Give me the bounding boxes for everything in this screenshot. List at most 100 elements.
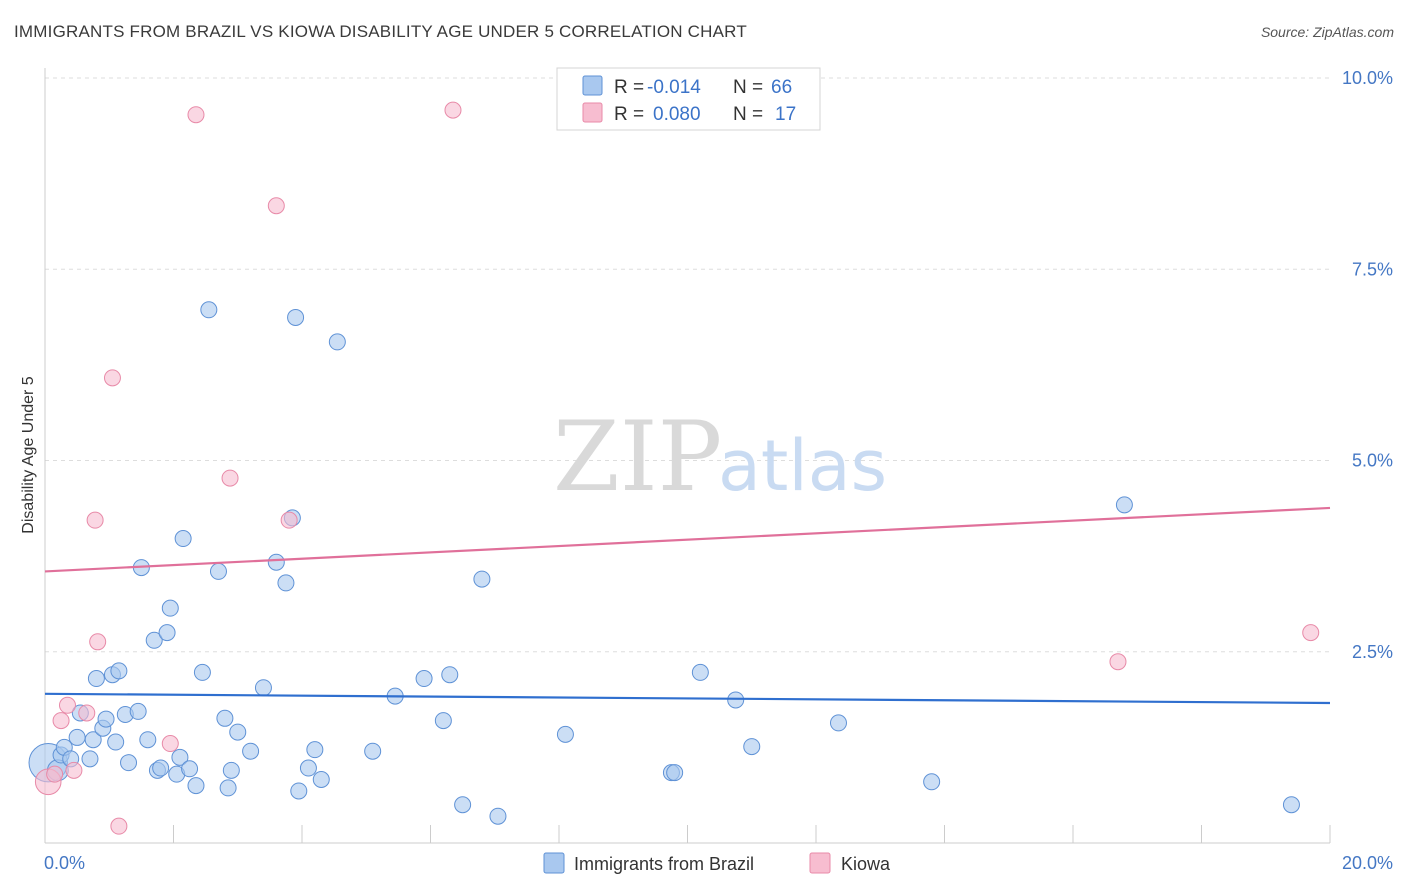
x-tick-label-1: 20.0% xyxy=(1342,853,1393,873)
y-tick-label-2: 7.5% xyxy=(1352,259,1393,279)
bottom-legend-label-brazil: Immigrants from Brazil xyxy=(574,854,754,874)
y-tick-label-1: 5.0% xyxy=(1352,451,1393,471)
point-brazil-32 xyxy=(209,562,227,580)
legend-swatch-brazil xyxy=(582,75,603,96)
point-kiowa-8 xyxy=(103,369,121,387)
watermark-atlas: atlas xyxy=(718,425,887,507)
point-brazil-55 xyxy=(489,807,507,825)
point-brazil-45 xyxy=(306,741,324,759)
point-brazil-31 xyxy=(200,301,218,319)
point-brazil-9 xyxy=(87,670,105,688)
point-brazil-64 xyxy=(1115,496,1133,514)
point-brazil-22 xyxy=(152,759,170,777)
point-kiowa-9 xyxy=(110,817,128,835)
trend-line-brazil xyxy=(44,692,1331,705)
point-kiowa-17 xyxy=(1302,624,1320,642)
point-brazil-40 xyxy=(277,574,295,592)
point-brazil-36 xyxy=(229,723,247,741)
point-brazil-48 xyxy=(364,742,382,760)
point-brazil-34 xyxy=(219,779,237,797)
point-brazil-11 xyxy=(97,710,115,728)
y-tick-label-3: 10.0% xyxy=(1342,68,1393,88)
point-brazil-61 xyxy=(743,738,761,756)
bottom-legend: Immigrants from Brazil Kiowa xyxy=(543,852,891,874)
point-brazil-46 xyxy=(312,771,330,789)
point-brazil-51 xyxy=(434,712,452,730)
point-kiowa-15 xyxy=(444,101,462,119)
point-brazil-14 xyxy=(110,662,128,680)
grid-lines xyxy=(45,77,1330,653)
y-axis-label: Disability Age Under 5 xyxy=(20,376,37,534)
axes xyxy=(44,68,1331,844)
point-brazil-44 xyxy=(299,759,317,777)
point-kiowa-1 xyxy=(46,765,64,783)
point-brazil-28 xyxy=(181,760,199,778)
legend-r-label-1: R = xyxy=(614,77,644,98)
point-brazil-37 xyxy=(242,742,260,760)
legend-n-label-1: N = xyxy=(733,77,763,98)
tick-labels: 2.5% 5.0% 7.5% 10.0% 0.0% 20.0% xyxy=(44,68,1393,873)
point-brazil-23 xyxy=(158,624,176,642)
point-kiowa-7 xyxy=(89,633,107,651)
point-brazil-20 xyxy=(145,631,163,649)
point-brazil-24 xyxy=(161,599,179,617)
watermark: ZIP atlas xyxy=(553,401,887,513)
point-kiowa-14 xyxy=(280,511,298,529)
point-brazil-65 xyxy=(1282,796,1300,814)
point-brazil-56 xyxy=(556,725,574,743)
legend-n-value-1: 66 xyxy=(771,77,792,98)
bottom-legend-swatch-brazil xyxy=(543,852,565,874)
legend-swatch-kiowa xyxy=(582,102,603,123)
point-kiowa-16 xyxy=(1109,653,1127,671)
bottom-legend-label-kiowa: Kiowa xyxy=(841,854,891,874)
trend-lines xyxy=(44,506,1331,705)
point-brazil-54 xyxy=(473,570,491,588)
point-brazil-47 xyxy=(328,333,346,351)
point-kiowa-3 xyxy=(58,696,76,714)
point-brazil-27 xyxy=(174,530,192,548)
legend-n-value-2: 17 xyxy=(775,104,796,125)
point-brazil-7 xyxy=(81,750,99,768)
watermark-zip: ZIP xyxy=(553,401,722,513)
point-brazil-50 xyxy=(415,670,433,688)
legend-r-value-2: 0.080 xyxy=(653,104,701,125)
legend-r-value-1: -0.014 xyxy=(647,77,701,98)
point-brazil-19 xyxy=(139,731,157,749)
x-tick-label-0: 0.0% xyxy=(44,853,85,873)
trend-line-kiowa xyxy=(44,506,1331,573)
y-tick-label-0: 2.5% xyxy=(1352,642,1393,662)
point-kiowa-6 xyxy=(86,511,104,529)
legend: R = -0.014 N = 66 R = 0.080 N = 17 xyxy=(556,67,821,131)
point-brazil-29 xyxy=(187,777,205,795)
point-kiowa-13 xyxy=(267,197,285,215)
point-brazil-60 xyxy=(727,691,745,709)
chart-title: IMMIGRANTS FROM BRAZIL VS KIOWA DISABILI… xyxy=(14,22,747,41)
point-brazil-38 xyxy=(254,679,272,697)
point-brazil-35 xyxy=(222,761,240,779)
point-brazil-33 xyxy=(216,709,234,727)
point-brazil-43 xyxy=(290,782,308,800)
point-brazil-59 xyxy=(691,663,709,681)
point-brazil-16 xyxy=(120,754,138,772)
point-brazil-13 xyxy=(107,733,125,751)
point-brazil-53 xyxy=(454,796,472,814)
point-brazil-26 xyxy=(171,748,189,766)
point-kiowa-5 xyxy=(78,704,96,722)
point-brazil-30 xyxy=(193,663,211,681)
point-kiowa-12 xyxy=(221,469,239,487)
point-brazil-42 xyxy=(287,308,305,326)
legend-n-label-2: N = xyxy=(733,104,763,125)
point-brazil-52 xyxy=(441,666,459,684)
point-kiowa-11 xyxy=(187,106,205,124)
point-brazil-5 xyxy=(68,728,86,746)
bottom-legend-swatch-kiowa xyxy=(809,852,831,874)
point-brazil-62 xyxy=(829,714,847,732)
point-brazil-8 xyxy=(84,731,102,749)
point-kiowa-4 xyxy=(65,761,83,779)
source-label: Source: ZipAtlas.com xyxy=(1260,24,1394,40)
point-kiowa-10 xyxy=(161,735,179,753)
point-brazil-63 xyxy=(923,773,941,791)
point-brazil-17 xyxy=(129,702,147,720)
data-points xyxy=(28,101,1320,835)
